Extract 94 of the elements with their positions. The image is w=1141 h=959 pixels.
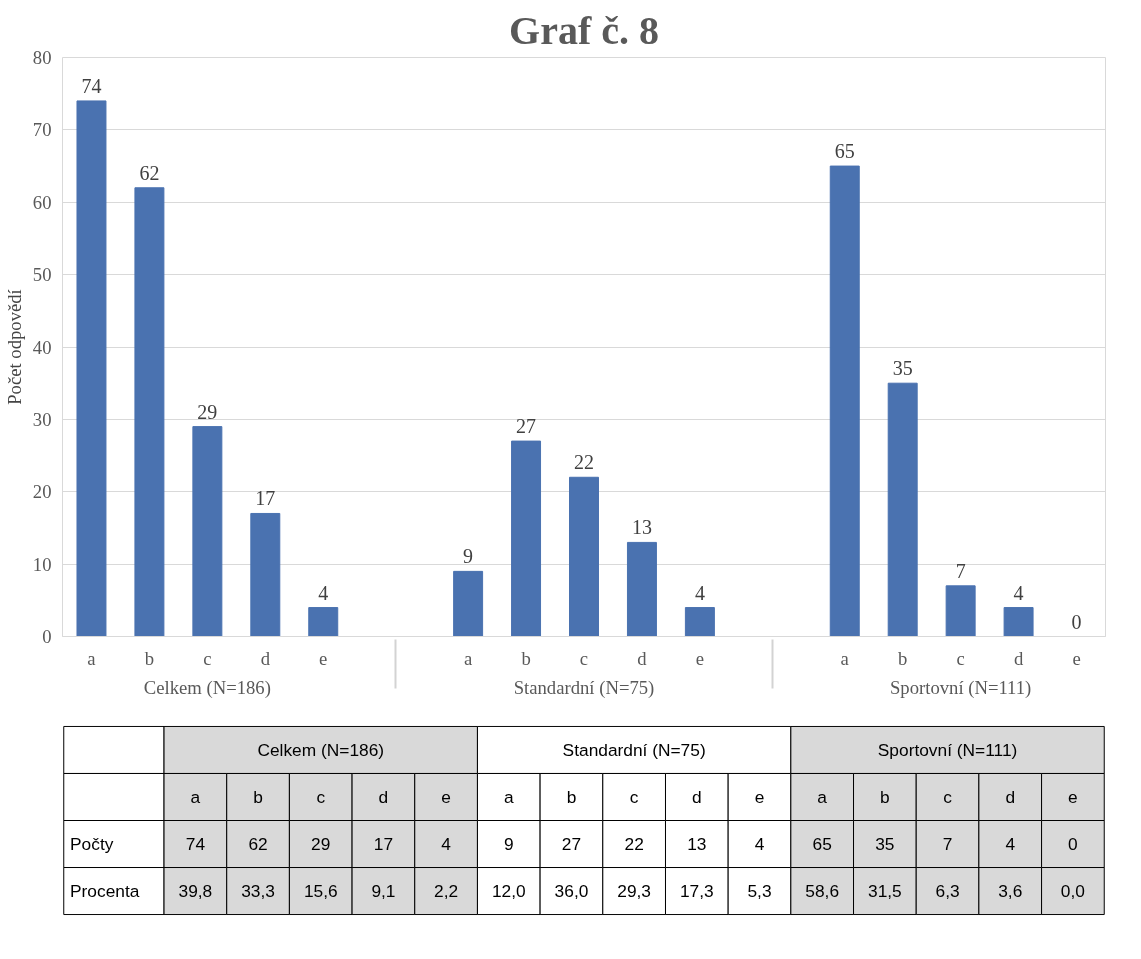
text: Celkem (N=186) [143, 676, 271, 699]
data-label: 13 [687, 834, 707, 855]
data-label: 15,6 [303, 881, 338, 902]
data-label: 3,6 [998, 881, 1023, 902]
data-label: 58,6 [805, 881, 840, 902]
text: Standardní (N=75) [562, 739, 706, 760]
y-tick-label: 40 [32, 336, 52, 358]
data-label: 22 [624, 834, 644, 855]
x-tick-label: b [898, 647, 908, 669]
category-label: a [817, 786, 828, 807]
category-label: e [441, 786, 451, 807]
data-label: 65 [812, 834, 832, 855]
x-tick-label: d [260, 647, 271, 669]
x-tick-label: e [695, 647, 705, 669]
text: Standardní (N=75) [513, 676, 655, 699]
category-label: e [1068, 786, 1078, 807]
chart-title: Graf č. 8 [509, 7, 659, 53]
data-label: 9 [463, 545, 474, 568]
category-label: a [190, 786, 201, 807]
category-label: c [629, 786, 639, 807]
category-label: c [943, 786, 953, 807]
category-label: d [1005, 786, 1016, 807]
x-tick-label: a [87, 647, 97, 669]
y-tick-label: 50 [32, 264, 52, 286]
category-label: b [566, 786, 577, 807]
data-label: 6,3 [935, 881, 960, 902]
data-label: 39,8 [178, 881, 213, 902]
data-label: 29 [311, 834, 331, 855]
data-label: 17 [373, 834, 394, 855]
category-label: b [880, 786, 890, 807]
x-tick-label: c [579, 647, 589, 669]
text: Celkem (N=186) [257, 739, 385, 760]
data-label: 2,2 [434, 881, 459, 902]
category-label: c [316, 786, 326, 807]
data-label: 4 [318, 581, 329, 604]
data-label: 29,3 [617, 881, 652, 902]
category-label: b [253, 786, 263, 807]
x-tick-label: a [463, 647, 473, 669]
data-label: 65 [834, 140, 855, 163]
data-label: 33,3 [241, 881, 275, 902]
text: Sportovní (N=111) [890, 676, 1032, 699]
text: Počty [70, 834, 114, 855]
x-tick-label: e [319, 647, 328, 669]
x-tick-label: c [203, 647, 212, 669]
data-label: 4 [441, 834, 452, 855]
data-label: 4 [1013, 581, 1024, 604]
data-label: 13 [631, 516, 652, 539]
x-tick-label: b [521, 647, 531, 669]
data-label: 5,3 [747, 881, 772, 902]
y-tick-label: 20 [32, 481, 52, 503]
data-label: 35 [892, 357, 913, 380]
data-label: 9,1 [371, 881, 396, 902]
data-label: 7 [955, 559, 966, 582]
data-label: 36,0 [554, 881, 589, 902]
data-label: 62 [139, 161, 160, 184]
data-label: 4 [1005, 834, 1016, 855]
data-label: 17,3 [679, 881, 714, 902]
data-label: 7 [942, 834, 953, 855]
y-tick-label: 30 [32, 408, 52, 430]
x-tick-label: d [1013, 647, 1024, 669]
data-label: 9 [503, 834, 514, 855]
y-tick-label: 70 [32, 119, 52, 141]
data-label: 62 [248, 834, 268, 855]
data-label: 4 [694, 581, 705, 604]
data-label: 17 [255, 487, 276, 510]
y-tick-label: 60 [32, 191, 52, 213]
x-tick-label: c [956, 647, 965, 669]
data-label: 12,0 [491, 881, 526, 902]
x-tick-label: b [144, 647, 155, 669]
category-label: e [754, 786, 765, 807]
y-tick-label: 80 [32, 47, 52, 68]
data-label: 31,5 [868, 881, 902, 902]
data-label: 35 [875, 834, 895, 855]
category-label: a [503, 786, 514, 807]
y-tick-label: 0 [42, 626, 52, 647]
x-tick-label: a [840, 647, 850, 669]
series-label: Procenta [70, 881, 140, 902]
text: Sportovní (N=111) [877, 739, 1018, 760]
data-label: 74 [81, 74, 102, 97]
y-tick-label: 10 [32, 553, 52, 575]
data-label: 0,0 [1060, 881, 1085, 902]
data-label: 22 [574, 451, 594, 474]
data-label: 0 [1068, 834, 1078, 855]
category-label: d [692, 786, 702, 807]
data-label: 27 [516, 415, 537, 438]
data-label: 0 [1071, 610, 1082, 633]
y-axis-title: Počet odpovědí [3, 289, 25, 405]
x-tick-label: d [637, 647, 648, 669]
data-label: 27 [561, 834, 582, 855]
data-label: 74 [185, 834, 206, 855]
category-label: d [378, 786, 389, 807]
data-label: 4 [754, 834, 765, 855]
x-tick-label: e [1072, 647, 1081, 669]
data-label: 29 [197, 400, 218, 423]
